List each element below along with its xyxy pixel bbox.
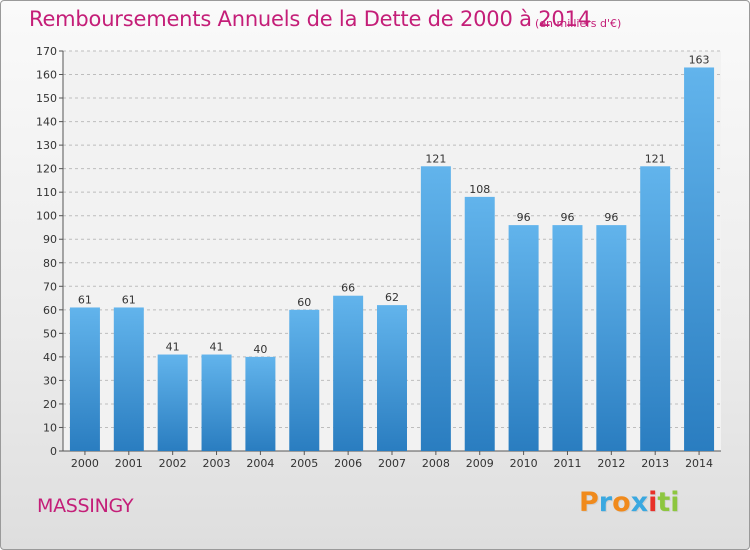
bar-2006 (333, 295, 364, 451)
x-tick-label: 2009 (466, 457, 494, 470)
y-tick-label: 130 (36, 139, 57, 152)
bar-2004 (245, 356, 276, 451)
logo-letter: i (648, 487, 658, 518)
y-tick-label: 170 (36, 45, 57, 58)
x-tick-label: 2006 (334, 457, 362, 470)
bar-value-label: 41 (210, 341, 224, 354)
bar-value-label: 96 (604, 211, 618, 224)
y-tick-label: 30 (43, 374, 57, 387)
x-tick-label: 2007 (378, 457, 406, 470)
bar-2001 (113, 307, 144, 451)
bar-2009 (464, 196, 495, 451)
bar-2007 (377, 305, 407, 451)
bar-2002 (157, 354, 188, 451)
y-tick-label: 10 (43, 421, 57, 434)
bar-2014 (684, 67, 715, 452)
commune-name: MASSINGY (37, 495, 134, 517)
y-tick-label: 100 (36, 210, 57, 223)
bar-2010 (508, 225, 539, 451)
bar-value-label: 41 (166, 341, 180, 354)
bar-value-label: 60 (297, 296, 311, 309)
y-tick-label: 80 (43, 257, 57, 270)
logo-letter: P (579, 487, 599, 518)
x-tick-label: 2000 (71, 457, 99, 470)
y-tick-label: 40 (43, 351, 57, 364)
proxiti-logo: Proxiti (579, 487, 680, 518)
bar-value-label: 62 (385, 291, 399, 304)
y-tick-label: 20 (43, 398, 57, 411)
bar-2008 (420, 166, 451, 451)
y-tick-label: 0 (50, 445, 57, 458)
bar-value-label: 61 (78, 293, 92, 306)
logo-letter: t (657, 487, 671, 518)
x-tick-label: 2002 (159, 457, 187, 470)
x-tick-label: 2004 (246, 457, 274, 470)
bar-value-label: 66 (341, 282, 355, 295)
bar-2003 (201, 354, 232, 451)
y-tick-label: 50 (43, 327, 57, 340)
bar-2005 (289, 309, 320, 451)
bar-value-label: 96 (560, 211, 574, 224)
x-tick-label: 2012 (597, 457, 625, 470)
y-tick-label: 90 (43, 233, 57, 246)
bar-value-label: 40 (253, 343, 267, 356)
bar-value-label: 121 (425, 152, 446, 165)
logo-letter: i (670, 487, 680, 518)
y-tick-label: 110 (36, 186, 57, 199)
x-tick-label: 2013 (641, 457, 669, 470)
y-tick-label: 150 (36, 92, 57, 105)
x-tick-label: 2003 (203, 457, 231, 470)
y-tick-label: 70 (43, 280, 57, 293)
bar-2011 (552, 225, 583, 451)
logo-letter: x (630, 487, 649, 518)
x-tick-label: 2008 (422, 457, 450, 470)
bar-2000 (69, 307, 100, 451)
x-tick-label: 2001 (115, 457, 143, 470)
bar-2012 (596, 225, 627, 451)
y-tick-label: 60 (43, 304, 57, 317)
bar-value-label: 61 (122, 293, 136, 306)
logo-letter: r (598, 487, 613, 518)
bar-value-label: 96 (517, 211, 531, 224)
x-tick-label: 2014 (685, 457, 713, 470)
y-tick-label: 160 (36, 69, 57, 82)
bar-value-label: 121 (645, 152, 666, 165)
bar-value-label: 108 (469, 183, 490, 196)
x-tick-label: 2010 (510, 457, 538, 470)
chart-title: Remboursements Annuels de la Dette de 20… (29, 7, 591, 31)
chart-subtitle: (en milliers d'€) (535, 17, 622, 30)
y-tick-label: 140 (36, 116, 57, 129)
x-tick-label: 2005 (290, 457, 318, 470)
y-tick-label: 120 (36, 163, 57, 176)
bar-value-label: 163 (689, 53, 710, 66)
bar-2013 (640, 166, 671, 451)
x-tick-label: 2011 (553, 457, 581, 470)
logo-letter: o (612, 487, 631, 518)
